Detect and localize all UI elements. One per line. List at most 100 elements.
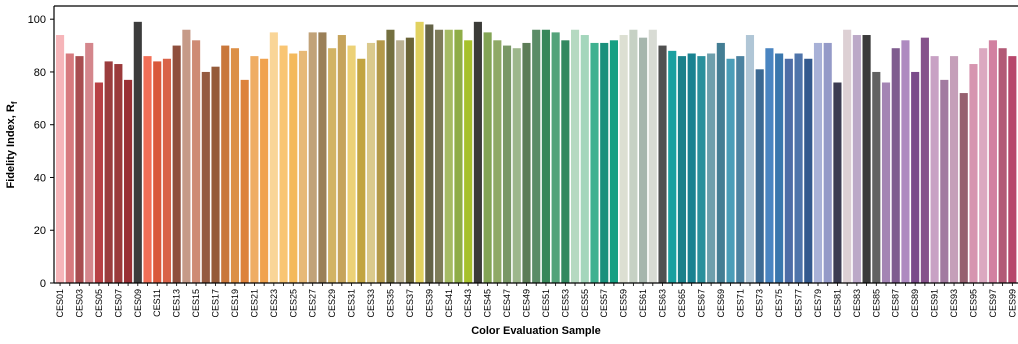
bar-ces42	[454, 29, 463, 283]
bar-ces54	[571, 29, 580, 283]
bar-ces37	[405, 37, 414, 283]
x-tick-label-ces11: CES11	[152, 289, 162, 317]
bar-ces56	[590, 42, 599, 284]
bar-ces79	[813, 42, 823, 284]
x-tick-label-ces69: CES69	[716, 289, 726, 318]
bar-ces91	[930, 56, 939, 284]
bar-ces96	[979, 48, 988, 284]
x-tick-labels: CES01 CES03 CES05 CES07 CES09 CES11 CES13 CES15…	[55, 289, 1017, 318]
x-tick-label-ces85: CES85	[871, 289, 881, 318]
x-tick-label-ces19: CES19	[230, 289, 240, 318]
x-tick-label-ces01: CES01	[55, 289, 65, 318]
bar-ces24	[279, 45, 288, 283]
bar-ces43	[464, 40, 473, 283]
x-tick-label-ces97: CES97	[988, 289, 998, 318]
bar-ces68	[707, 53, 716, 283]
bar-ces17	[211, 66, 220, 284]
bar-ces59	[619, 35, 628, 283]
bar-ces18	[221, 45, 230, 283]
bar-ces65	[677, 56, 687, 284]
bar-ces87	[891, 48, 900, 284]
bar-ces71	[736, 56, 745, 284]
bar-ces38	[415, 21, 424, 284]
bar-ces29	[328, 48, 337, 284]
x-tick-label-ces03: CES03	[74, 289, 84, 318]
bar-ces76	[784, 58, 793, 284]
bar-ces31	[347, 45, 356, 283]
bar-ces60	[629, 29, 638, 283]
bar-ces74	[765, 48, 774, 284]
x-tick-label-ces09: CES09	[133, 289, 143, 318]
x-tick-label-ces15: CES15	[191, 289, 201, 318]
bar-ces45	[483, 32, 492, 283]
bar-ces52	[551, 32, 560, 283]
y-axis-title-main: Fidelity Index, R	[5, 104, 17, 188]
x-tick-label-ces91: CES91	[930, 289, 940, 318]
x-tick-label-ces05: CES05	[94, 289, 104, 318]
bar-ces06	[104, 61, 113, 284]
bar-ces03	[75, 56, 84, 284]
bar-ces82	[843, 29, 852, 283]
bar-ces69	[716, 42, 725, 284]
x-tick-label-ces31: CES31	[347, 289, 357, 318]
bar-ces47	[502, 45, 512, 283]
bar-ces27	[308, 32, 317, 283]
y-tick-label: 80	[34, 67, 46, 79]
bar-ces61	[639, 37, 648, 283]
bar-ces20	[240, 79, 249, 284]
bar-ces12	[162, 58, 172, 284]
bar-ces73	[755, 69, 764, 283]
bar-ces26	[298, 50, 308, 283]
x-tick-label-ces79: CES79	[813, 289, 823, 318]
bar-ces32	[357, 58, 366, 284]
bar-ces75	[775, 53, 784, 283]
bar-ces77	[794, 53, 803, 283]
y-tick-label: 60	[34, 120, 46, 132]
x-tick-label-ces55: CES55	[580, 289, 590, 318]
x-tick-label-ces57: CES57	[599, 289, 609, 318]
x-tick-label-ces93: CES93	[949, 289, 959, 318]
bar-ces40	[434, 29, 444, 283]
bar-ces49	[522, 42, 531, 284]
x-tick-label-ces43: CES43	[463, 289, 473, 318]
bar-ces15	[192, 40, 201, 283]
bar-ces10	[143, 56, 152, 284]
bar-ces83	[852, 35, 861, 283]
x-tick-label-ces95: CES95	[968, 289, 978, 318]
y-axis-title-subscript: f	[10, 101, 19, 104]
bar-ces67	[697, 56, 706, 284]
bar-ces85	[872, 71, 881, 283]
x-tick-label-ces71: CES71	[735, 289, 745, 318]
bar-ces70	[726, 58, 735, 284]
x-tick-label-ces23: CES23	[269, 289, 279, 318]
bar-ces46	[493, 40, 502, 283]
x-tick-label-ces83: CES83	[852, 289, 862, 318]
bar-ces50	[532, 29, 541, 283]
y-axis-title: Fidelity Index, Rf	[5, 101, 19, 188]
bar-ces35	[386, 29, 395, 283]
bar-ces08	[124, 79, 133, 284]
bar-ces23	[269, 32, 278, 283]
bar-ces81	[833, 82, 842, 283]
bar-ces90	[920, 37, 929, 283]
y-tick-label: 100	[28, 14, 46, 26]
bar-ces28	[318, 32, 327, 283]
x-tick-label-ces89: CES89	[910, 289, 920, 318]
bar-ces66	[687, 53, 696, 283]
bar-ces48	[512, 48, 521, 284]
bar-ces13	[172, 45, 181, 283]
bar-ces97	[988, 40, 997, 283]
x-tick-label-ces77: CES77	[794, 289, 804, 318]
bars-group	[56, 21, 1017, 284]
bar-ces89	[911, 71, 920, 283]
x-tick-label-ces27: CES27	[308, 289, 318, 318]
bar-ces98	[998, 48, 1007, 284]
bar-ces44	[473, 21, 482, 284]
bar-ces55	[580, 35, 589, 283]
x-tick-label-ces13: CES13	[172, 289, 182, 318]
bar-ces41	[444, 29, 453, 283]
bar-ces19	[230, 48, 240, 284]
x-tick-label-ces47: CES47	[502, 289, 512, 318]
x-tick-label-ces41: CES41	[444, 289, 454, 318]
